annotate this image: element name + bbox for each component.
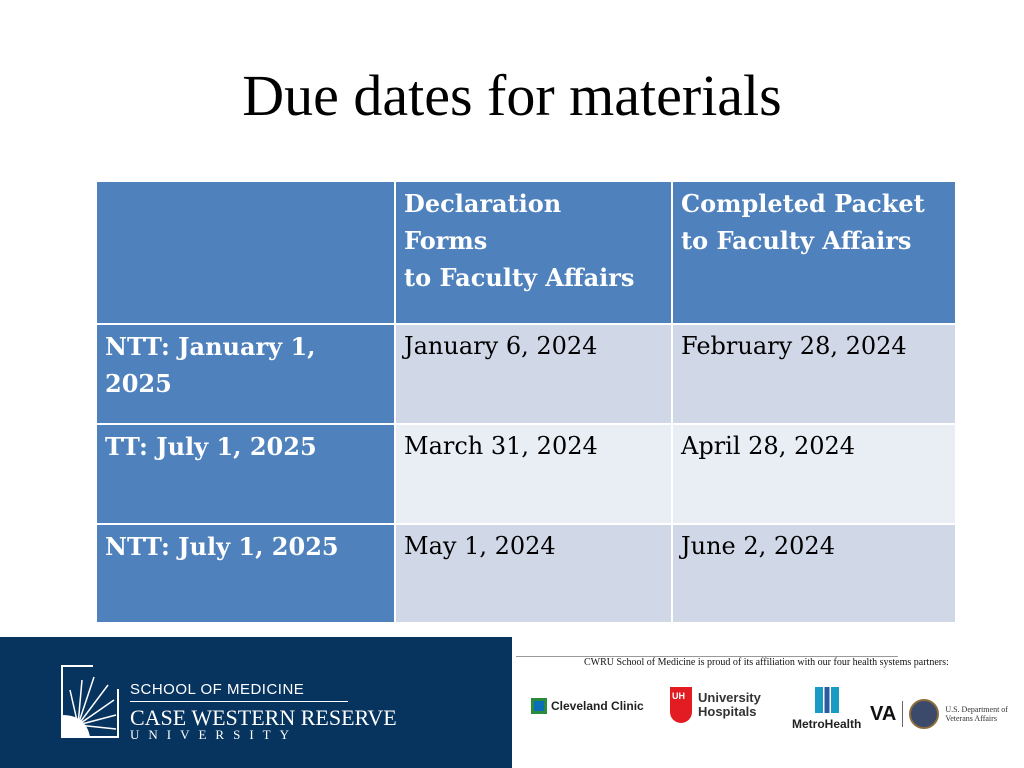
packet-date: June 2, 2024 xyxy=(671,523,957,624)
table-row: TT: July 1, 2025 March 31, 2024 April 28… xyxy=(95,423,957,525)
university-name: CASE WESTERN RESERVE xyxy=(130,705,397,730)
declaration-date: March 31, 2024 xyxy=(394,423,673,525)
uh-shield-icon: UH xyxy=(670,687,692,723)
header-line: to Faculty Affairs xyxy=(681,226,912,255)
due-dates-table: Declaration Forms to Faculty Affairs Compl… xyxy=(95,180,957,624)
table-header-row: Declaration Forms to Faculty Affairs Compl… xyxy=(95,180,957,325)
partner-name: Cleveland Clinic xyxy=(551,699,644,713)
partners-footer: CWRU School of Medicine is proud of its … xyxy=(512,637,1024,768)
divider xyxy=(516,656,898,657)
packet-date: February 28, 2024 xyxy=(671,323,957,425)
cwru-footer: SCHOOL OF MEDICINE CASE WESTERN RESERVE … xyxy=(0,637,512,768)
declaration-date: January 6, 2024 xyxy=(394,323,673,425)
affiliation-text: CWRU School of Medicine is proud of its … xyxy=(584,657,949,668)
logo-divider xyxy=(130,701,348,702)
partner-name: VA xyxy=(870,702,897,725)
row-label: TT: July 1, 2025 xyxy=(95,423,396,525)
cleveland-clinic-logo: Cleveland Clinic xyxy=(531,698,644,714)
sunburst-logo-icon xyxy=(61,665,119,738)
school-of-medicine: SCHOOL OF MEDICINE xyxy=(130,681,305,698)
table-row: NTT: January 1, 2025 January 6, 2024 Feb… xyxy=(95,323,957,425)
divider xyxy=(902,701,904,727)
va-seal-icon xyxy=(909,699,940,729)
university-hospitals-logo: UH University Hospitals xyxy=(670,687,768,723)
row-label: NTT: July 1, 2025 xyxy=(95,523,396,624)
header-packet: Completed Packet to Faculty Affairs xyxy=(671,180,957,325)
slide-title: Due dates for materials xyxy=(242,63,782,128)
header-declaration: Declaration Forms to Faculty Affairs xyxy=(394,180,673,325)
packet-date: April 28, 2024 xyxy=(671,423,957,525)
partner-name: U.S. Department of Veterans Affairs xyxy=(945,705,1008,723)
header-line: Forms xyxy=(404,226,488,255)
header-line: to Faculty Affairs xyxy=(404,263,635,292)
declaration-date: May 1, 2024 xyxy=(394,523,673,624)
metrohealth-logo: MetroHealth xyxy=(792,687,861,731)
header-empty xyxy=(95,180,396,325)
va-logo: VA U.S. Department of Veterans Affairs xyxy=(870,699,1013,729)
row-label: NTT: January 1, 2025 xyxy=(95,323,396,425)
header-line: Declaration xyxy=(404,189,562,218)
university-sub: UNIVERSITY xyxy=(130,727,298,742)
partner-name: MetroHealth xyxy=(792,717,862,731)
table-row: NTT: July 1, 2025 May 1, 2024 June 2, 20… xyxy=(95,523,957,624)
cleveland-clinic-icon xyxy=(531,698,547,714)
header-line: Completed Packet xyxy=(681,189,925,218)
partner-name: University Hospitals xyxy=(698,690,761,719)
metrohealth-icon xyxy=(814,687,839,713)
